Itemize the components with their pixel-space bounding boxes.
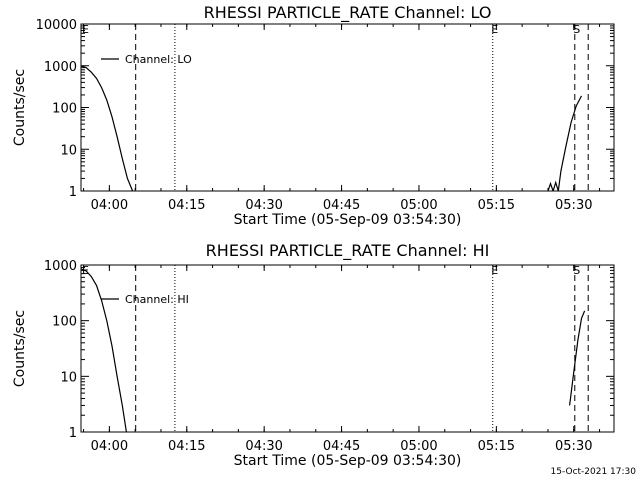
x-tick-label: 05:30 [555,198,592,213]
y-axis-label: Counts/sec [12,310,28,387]
legend-label: Channel: LO [125,53,192,66]
x-tick-label: 05:00 [400,198,437,213]
panel-hi-channel: RHESSI PARTICLE_RATE Channel: HI 04:00 04:… [12,241,615,469]
x-tick-label: 04:30 [245,439,282,454]
series-line-segment [569,310,586,406]
x-tick-label: 04:30 [245,198,282,213]
footer-timestamp: 15-Oct-2021 17:30 [551,467,637,477]
x-tick-label: 04:15 [168,198,205,213]
x-tick-label: 05:15 [478,198,515,213]
x-tick-label: 05:15 [478,439,515,454]
x-tick-label: 04:15 [168,439,205,454]
y-tick-label: 1 [69,426,77,441]
panel-lo-channel: RHESSI PARTICLE_RATE Channel: LO 04:00 04:… [12,3,615,228]
y-tick-label: 100 [52,315,77,330]
x-tick-label: 04:00 [91,198,128,213]
plot-frame [80,23,615,192]
x-axis-label: Start Time (05-Sep-09 03:54:30) [234,453,462,469]
y-axis-label: Counts/sec [12,69,28,146]
y-tick-label: 1000 [44,259,77,274]
chart-title: RHESSI PARTICLE_RATE Channel: LO [204,3,492,23]
corner-marker-label: E [82,23,89,36]
y-tick-label: 10 [60,370,77,385]
series-line-segment [81,65,134,191]
x-tick-label: 04:45 [323,439,360,454]
y-tick-label: 10000 [36,18,77,33]
marker-label: E [491,23,498,36]
series-line-segment [81,268,127,432]
x-axis-label: Start Time (05-Sep-09 03:54:30) [234,212,462,228]
marker-label: S [573,264,580,277]
x-tick-label: 04:00 [91,439,128,454]
x-tick-label: 05:30 [555,439,592,454]
y-tick-label: 1 [69,185,77,200]
x-tick-label: 04:45 [323,198,360,213]
series-line-segment [547,95,583,191]
y-tick-label: 100 [52,102,77,117]
plot-frame [80,264,615,433]
chart-title: RHESSI PARTICLE_RATE Channel: HI [206,241,490,261]
marker-label: E [491,264,498,277]
marker-label: S [573,23,580,36]
y-tick-label: 1000 [44,60,77,75]
x-tick-label: 05:00 [400,439,437,454]
y-tick-label: 10 [60,143,77,158]
legend-label: Channel: HI [125,293,189,306]
